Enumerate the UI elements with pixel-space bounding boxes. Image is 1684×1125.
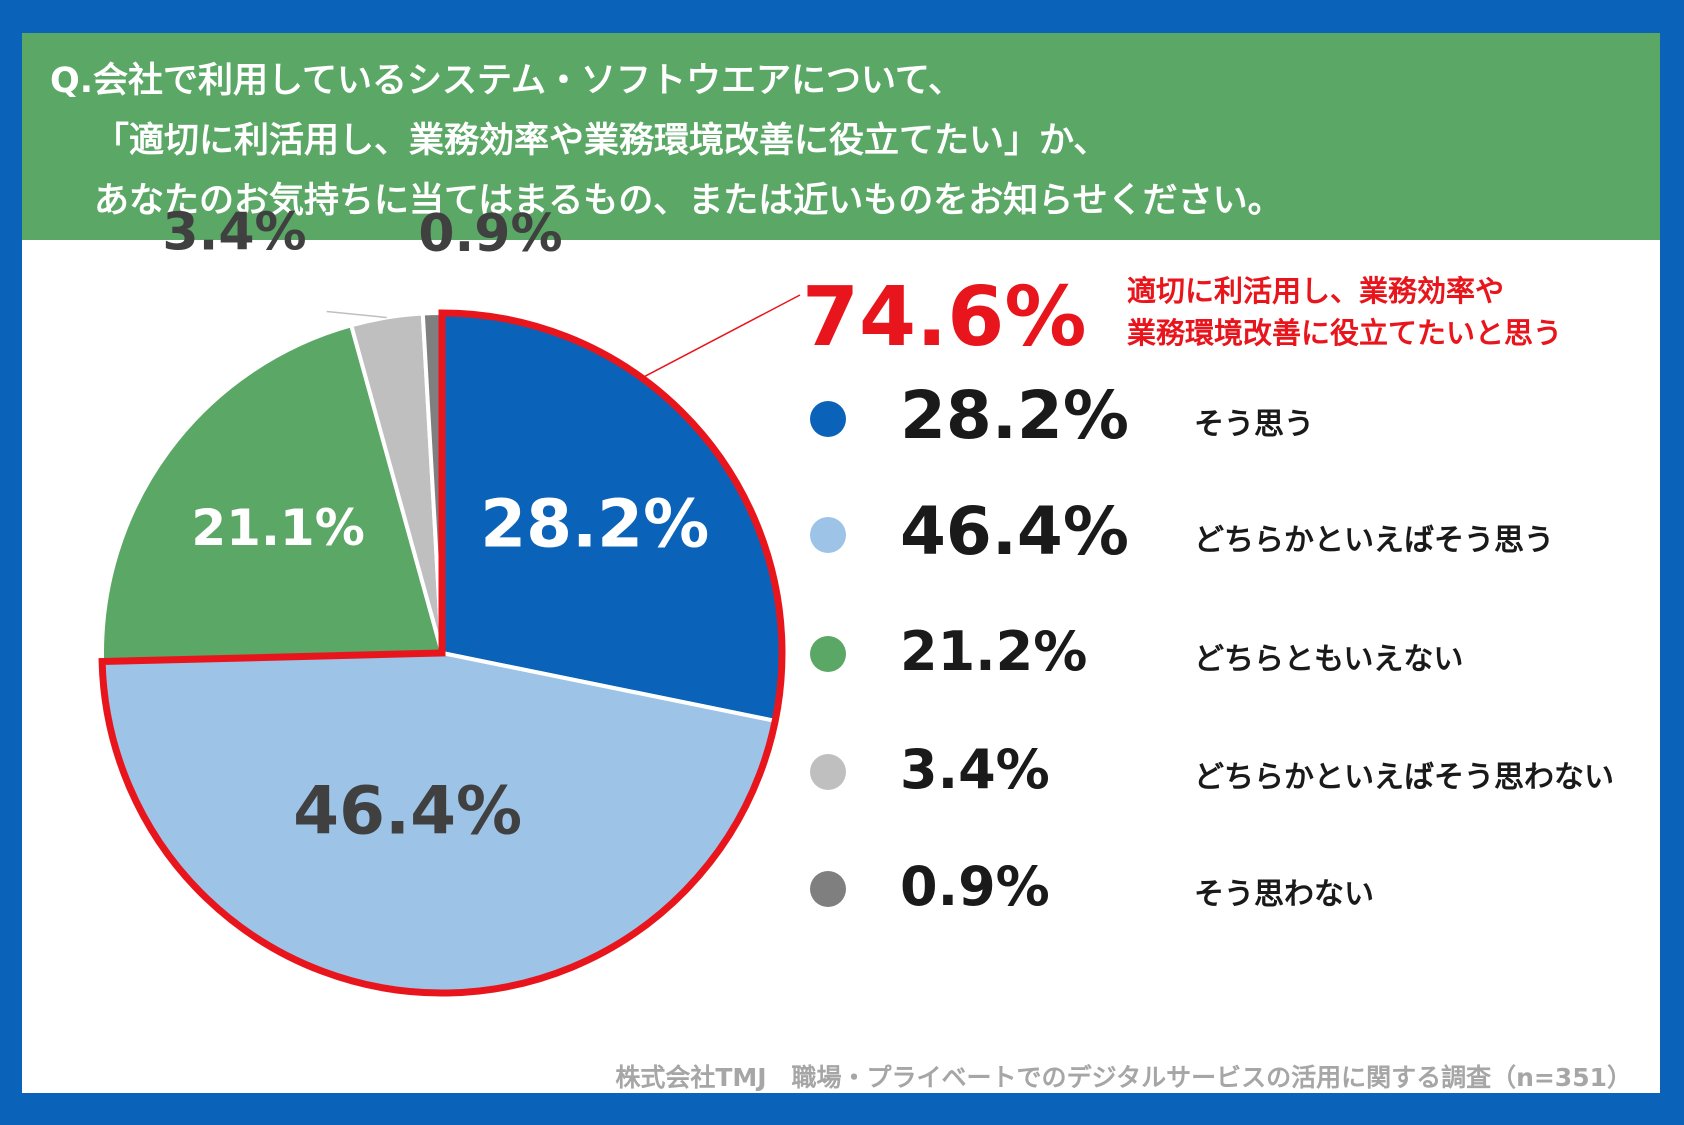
summary-leader-line [641,294,801,379]
summary-percent: 74.6% [802,270,1087,365]
chart-card: Q.会社で利用しているシステム・ソフトウエアについて、 「適切に利活用し、業務効… [22,33,1660,1093]
slice-data-label: 28.2% [480,485,709,562]
slice-data-label: 46.4% [293,773,522,850]
question-header: Q.会社で利用しているシステム・ソフトウエアについて、 「適切に利活用し、業務効… [22,33,1660,240]
summary-text-line-1: 適切に利活用し、業務効率や [1127,274,1505,308]
legend-percent: 28.2% [900,377,1129,454]
legend-label: どちらともいえない [1194,642,1464,677]
question-line-2: 「適切に利活用し、業務効率や業務環境改善に役立てたい」か、 [94,121,1109,161]
legend-percent: 0.9% [900,855,1050,918]
legend-percent: 46.4% [900,493,1129,570]
slice-data-label: 21.1% [191,499,364,557]
question-line-3: あなたのお気持ちに当てはまるもの、または近いものをお知らせください。 [94,181,1283,221]
legend-item: 3.4% どちらかといえばそう思わない [22,726,1660,816]
legend-item: 0.9% そう思わない [22,843,1660,933]
legend-dot-icon [810,401,846,437]
slice-data-label: 0.9% [418,204,562,264]
slice-leader-line [326,310,387,319]
pie-slice [100,322,445,664]
source-note: 株式会社TMJ 職場・プライベートでのデジタルサービスの活用に関する調査（n=3… [615,1063,1632,1092]
legend-item: 46.4% どちらかといえばそう思う [22,489,1660,579]
summary-text-line-2: 業務環境改善に役立てたいと思う [1127,316,1563,350]
legend-label: どちらかといえばそう思う [1194,523,1554,558]
legend-percent: 3.4% [900,738,1050,801]
legend-dot-icon [810,636,846,672]
legend-label: どちらかといえばそう思わない [1194,760,1614,795]
legend-label: そう思わない [1194,877,1374,912]
legend-item: 28.2% そう思う [22,373,1660,463]
pie-chart: 28.2% 46.4% 21.1% 3.4% 0.9% [98,203,801,997]
highlight-outline [98,309,786,997]
legend-dot-icon [810,871,846,907]
legend-dot-icon [810,754,846,790]
question-line-1: Q.会社で利用しているシステム・ソフトウエアについて、 [50,61,964,101]
slice-data-label: 3.4% [162,203,306,263]
legend-label: そう思う [1194,407,1314,442]
legend-dot-icon [810,517,846,553]
legend-item: 21.2% どちらともいえない [22,608,1660,698]
legend-percent: 21.2% [900,620,1088,683]
